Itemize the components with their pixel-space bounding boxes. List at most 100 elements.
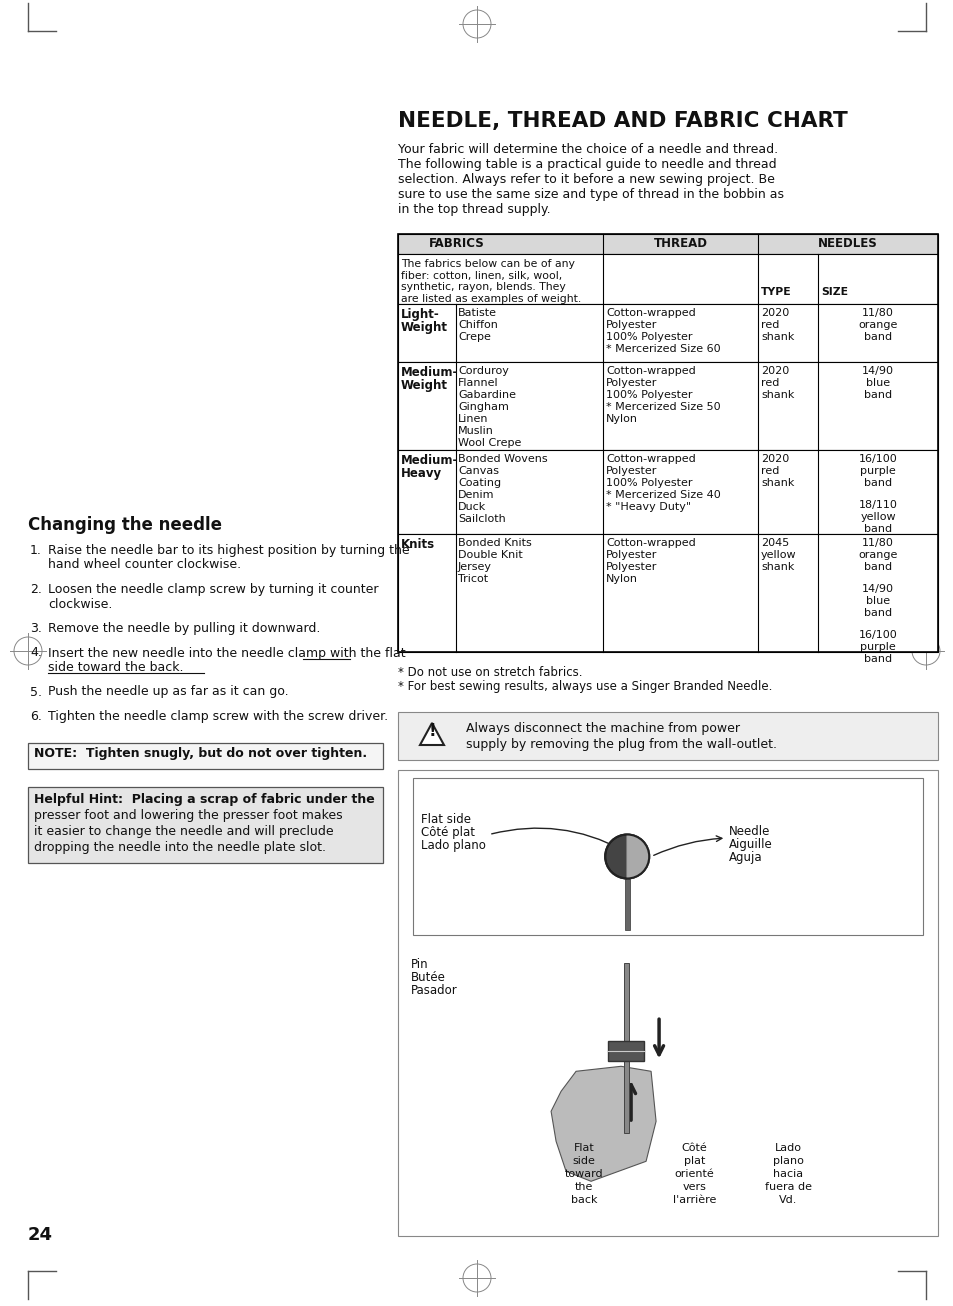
Text: 16/100: 16/100 (858, 454, 897, 464)
Text: Nylon: Nylon (605, 575, 638, 584)
Text: Sailcloth: Sailcloth (457, 515, 505, 524)
Text: the: the (575, 1182, 593, 1192)
Text: purple: purple (860, 466, 895, 475)
Text: Gabardine: Gabardine (457, 390, 516, 400)
Text: supply by removing the plug from the wall-outlet.: supply by removing the plug from the wal… (465, 738, 776, 751)
Text: Cotton-wrapped: Cotton-wrapped (605, 366, 695, 376)
Text: 4.: 4. (30, 646, 42, 660)
Text: 14/90: 14/90 (862, 366, 893, 376)
Text: 11/80: 11/80 (862, 538, 893, 549)
Text: 100% Polyester: 100% Polyester (605, 390, 692, 400)
Text: 2020: 2020 (760, 454, 788, 464)
Text: orange: orange (858, 320, 897, 330)
Text: blue: blue (865, 377, 889, 388)
Text: * For best sewing results, always use a Singer Branded Needle.: * For best sewing results, always use a … (397, 680, 772, 693)
Text: red: red (760, 466, 779, 475)
Text: shank: shank (760, 562, 794, 572)
Text: * "Heavy Duty": * "Heavy Duty" (605, 502, 690, 512)
Bar (397, 712, 937, 760)
Bar (397, 362, 937, 451)
Text: fiber: cotton, linen, silk, wool,: fiber: cotton, linen, silk, wool, (400, 270, 561, 281)
Text: band: band (863, 478, 891, 488)
Text: Helpful Hint:  Placing a scrap of fabric under the: Helpful Hint: Placing a scrap of fabric … (34, 794, 375, 807)
Text: * Do not use on stretch fabrics.: * Do not use on stretch fabrics. (397, 666, 582, 679)
Text: Bonded Knits: Bonded Knits (457, 538, 531, 549)
Text: plano: plano (772, 1156, 803, 1166)
Text: FABRICS: FABRICS (429, 236, 484, 249)
Text: band: band (863, 609, 891, 618)
Text: shank: shank (760, 478, 794, 488)
Text: Duck: Duck (457, 502, 486, 512)
Text: 5.: 5. (30, 686, 42, 699)
Text: red: red (760, 377, 779, 388)
Bar (397, 234, 937, 652)
Bar (397, 534, 937, 652)
Text: 11/80: 11/80 (862, 308, 893, 317)
Text: 2045: 2045 (760, 538, 788, 549)
Bar (397, 771, 937, 1235)
Bar (397, 451, 937, 534)
Text: yellow: yellow (760, 550, 796, 560)
Text: Linen: Linen (457, 414, 488, 424)
Text: Loosen the needle clamp screw by turning it counter: Loosen the needle clamp screw by turning… (48, 582, 378, 596)
Text: Lado: Lado (774, 1143, 801, 1153)
Text: side toward the back.: side toward the back. (48, 661, 183, 674)
Bar (28, 743, 382, 768)
Text: orienté: orienté (674, 1169, 714, 1179)
Text: dropping the needle into the needle plate slot.: dropping the needle into the needle plat… (34, 841, 326, 854)
Text: Pasador: Pasador (411, 983, 457, 996)
Text: Polyester: Polyester (605, 377, 657, 388)
Text: 24: 24 (28, 1226, 53, 1245)
Text: Chiffon: Chiffon (457, 320, 497, 330)
Text: Flat side: Flat side (420, 812, 471, 825)
Text: 100% Polyester: 100% Polyester (605, 332, 692, 342)
Text: back: back (570, 1195, 597, 1205)
Text: 14/90: 14/90 (862, 584, 893, 594)
Text: shank: shank (760, 390, 794, 400)
Text: purple: purple (860, 643, 895, 652)
Text: NEEDLE, THREAD AND FABRIC CHART: NEEDLE, THREAD AND FABRIC CHART (397, 111, 847, 131)
Text: 2020: 2020 (760, 308, 788, 317)
Text: clockwise.: clockwise. (48, 598, 112, 610)
Text: TYPE: TYPE (760, 287, 791, 296)
Text: !: ! (428, 722, 436, 741)
Text: toward: toward (564, 1169, 603, 1179)
Text: band: band (863, 562, 891, 572)
Polygon shape (419, 724, 443, 744)
Text: Lado plano: Lado plano (420, 838, 485, 852)
Text: Canvas: Canvas (457, 466, 498, 475)
Text: Jersey: Jersey (457, 562, 492, 572)
Text: Needle: Needle (728, 825, 770, 838)
Text: hacia: hacia (773, 1169, 802, 1179)
Text: Weight: Weight (400, 379, 448, 392)
Bar (397, 234, 937, 253)
Text: Pin: Pin (411, 959, 428, 970)
Text: Cotton-wrapped: Cotton-wrapped (605, 308, 695, 317)
Text: Gingham: Gingham (457, 402, 508, 411)
Text: Polyester: Polyester (605, 562, 657, 572)
Text: Tighten the needle clamp screw with the screw driver.: Tighten the needle clamp screw with the … (48, 710, 388, 724)
Text: hand wheel counter clockwise.: hand wheel counter clockwise. (48, 559, 241, 572)
Text: Denim: Denim (457, 490, 494, 500)
Text: Wool Crepe: Wool Crepe (457, 438, 521, 448)
Text: Insert the new needle into the needle clamp with the flat: Insert the new needle into the needle cl… (48, 646, 405, 660)
Text: vers: vers (681, 1182, 705, 1192)
Text: Vd.: Vd. (779, 1195, 797, 1205)
Text: NOTE:  Tighten snugly, but do not over tighten.: NOTE: Tighten snugly, but do not over ti… (34, 747, 367, 760)
Bar (413, 778, 923, 935)
Text: red: red (760, 320, 779, 330)
Text: SIZE: SIZE (821, 287, 847, 296)
Bar (623, 963, 628, 1134)
Text: Light-: Light- (400, 308, 439, 321)
Text: selection. Always refer to it before a new sewing project. Be: selection. Always refer to it before a n… (397, 172, 774, 185)
Text: Butée: Butée (411, 970, 445, 983)
Text: Your fabric will determine the choice of a needle and thread.: Your fabric will determine the choice of… (397, 142, 778, 155)
Text: Heavy: Heavy (400, 468, 441, 481)
Text: * Mercerized Size 50: * Mercerized Size 50 (605, 402, 720, 411)
Text: band: band (863, 654, 891, 663)
Text: * Mercerized Size 60: * Mercerized Size 60 (605, 343, 720, 354)
Text: shank: shank (760, 332, 794, 342)
Text: 3.: 3. (30, 622, 42, 635)
Bar (607, 1041, 643, 1062)
Circle shape (604, 835, 649, 879)
